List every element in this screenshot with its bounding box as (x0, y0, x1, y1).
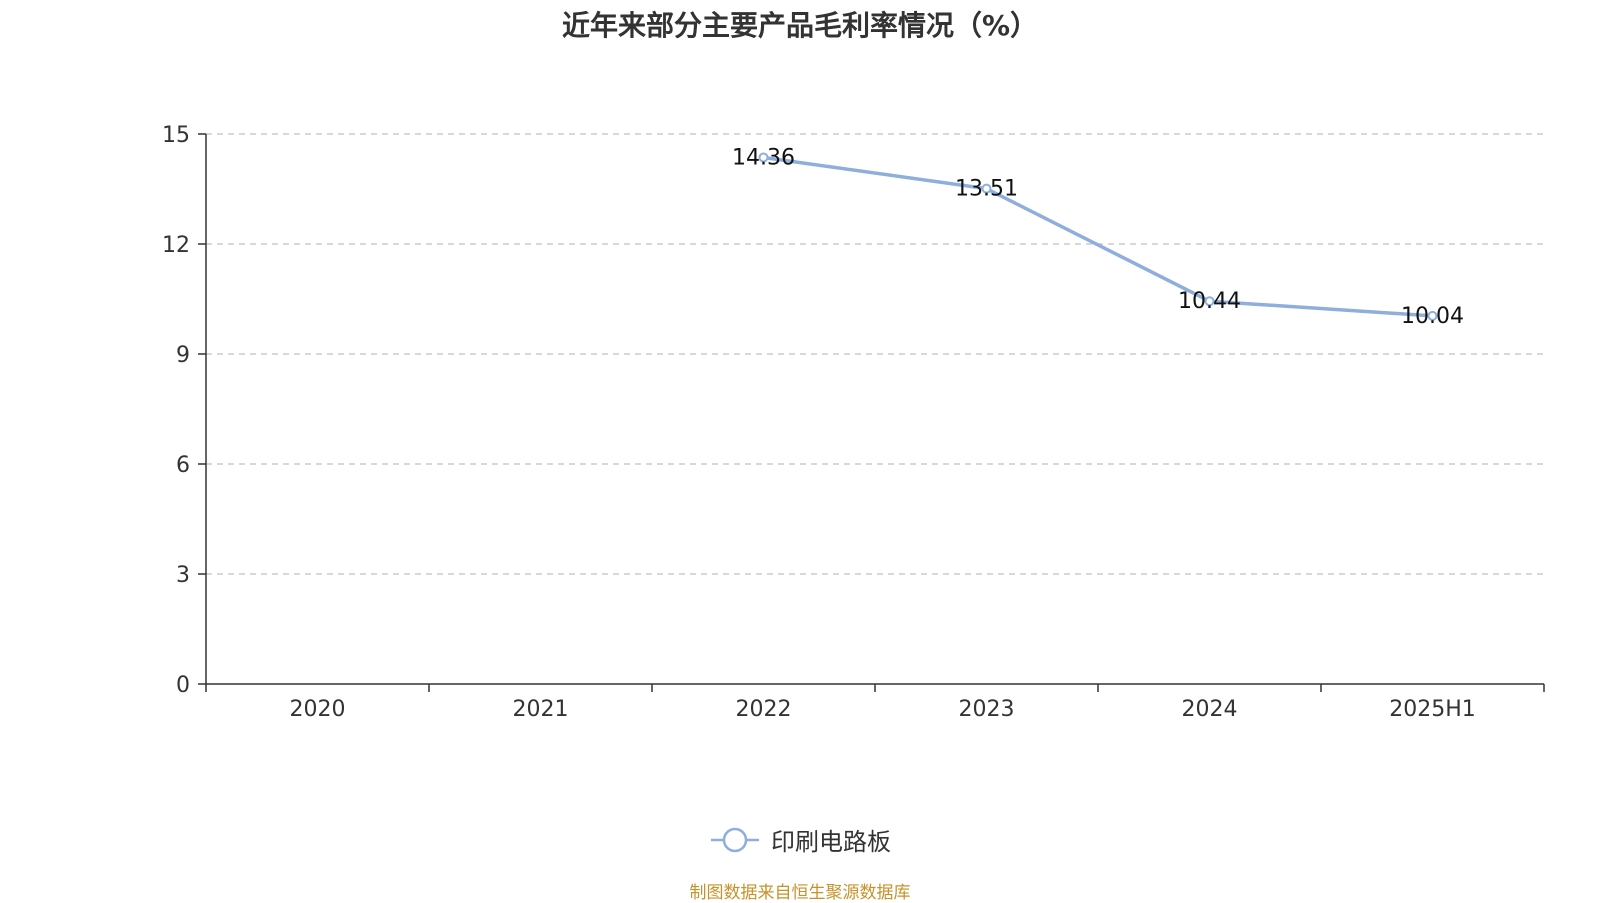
chart-title: 近年来部分主要产品毛利率情况（%） (561, 9, 1039, 42)
legend-label: 印刷电路板 (771, 828, 891, 856)
y-tick-label: 9 (176, 343, 190, 368)
data-label: 10.44 (1178, 289, 1241, 314)
y-tick-label: 12 (162, 233, 190, 258)
data-label: 14.36 (732, 145, 795, 170)
y-tick-label: 6 (176, 453, 190, 478)
x-tick-label: 2025H1 (1389, 697, 1476, 722)
x-tick-label: 2023 (959, 697, 1015, 722)
data-point (758, 152, 769, 163)
data-point (1204, 296, 1215, 307)
x-tick-label: 2021 (513, 697, 569, 722)
y-tick-label: 15 (162, 123, 190, 148)
y-tick-label: 0 (176, 673, 190, 698)
source-note: 制图数据来自恒生聚源数据库 (689, 883, 911, 903)
legend[interactable]: 印刷电路板 (0, 822, 1600, 857)
data-point (1427, 310, 1438, 321)
data-label: 13.51 (955, 177, 1018, 202)
legend-line-circle-icon (711, 827, 759, 852)
data-point (981, 183, 992, 194)
data-label: 10.04 (1401, 304, 1464, 329)
x-tick-label: 2020 (290, 697, 346, 722)
series-line (763, 155, 1433, 318)
x-tick-label: 2022 (736, 697, 792, 722)
x-tick-label: 2024 (1182, 697, 1238, 722)
y-tick-label: 3 (176, 563, 190, 588)
